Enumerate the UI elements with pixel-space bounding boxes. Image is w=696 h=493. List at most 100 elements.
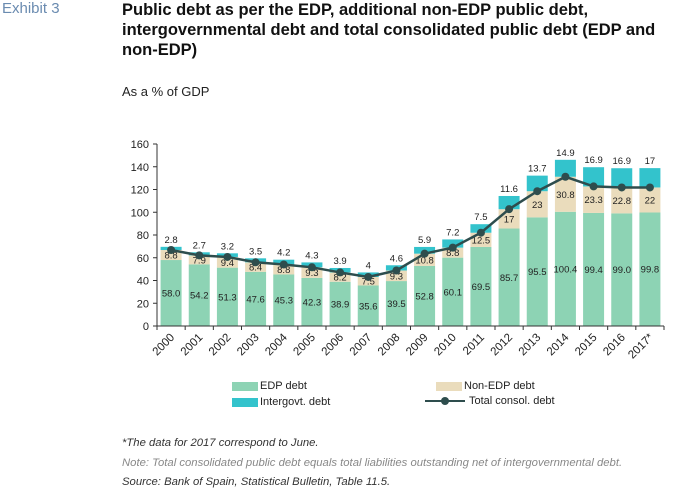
label-edp: 52.8 bbox=[415, 291, 434, 302]
chart-title: Public debt as per the EDP, additional n… bbox=[122, 1, 656, 59]
label-non-edp: 12.5 bbox=[472, 235, 491, 246]
bar-edp bbox=[160, 260, 182, 326]
label-non-edp: 23 bbox=[532, 200, 543, 211]
bar-edp bbox=[273, 274, 295, 326]
y-tick-label: 100 bbox=[131, 207, 149, 219]
label-edp: 69.5 bbox=[472, 282, 491, 293]
total-debt-point bbox=[505, 205, 514, 214]
total-debt-point bbox=[167, 246, 176, 255]
x-tick-label: 2007 bbox=[348, 332, 375, 359]
bar-non-edp bbox=[583, 186, 605, 213]
x-tick-label: 2015 bbox=[573, 332, 600, 359]
label-non-edp: 7.5 bbox=[362, 277, 375, 288]
label-non-edp: 8.8 bbox=[277, 265, 290, 276]
x-tick-label: 2009 bbox=[404, 332, 431, 359]
bar-edp bbox=[414, 265, 436, 326]
label-intergovt: 2.7 bbox=[193, 240, 206, 251]
x-tick-label: 2004 bbox=[263, 331, 290, 358]
y-tick-label: 120 bbox=[131, 185, 149, 197]
total-debt-line bbox=[170, 175, 650, 279]
label-intergovt: 3.9 bbox=[333, 256, 346, 267]
total-debt-point bbox=[476, 228, 485, 237]
label-non-edp: 30.8 bbox=[556, 190, 575, 201]
y-tick-label: 40 bbox=[137, 276, 149, 288]
bar-non-edp bbox=[216, 256, 238, 268]
label-non-edp: 8.8 bbox=[446, 248, 459, 259]
bar-edp bbox=[526, 217, 548, 326]
chart-subtitle: As a % of GDP bbox=[122, 84, 210, 99]
label-non-edp: 10.8 bbox=[415, 255, 434, 266]
total-debt-point bbox=[195, 251, 204, 260]
bar-intergovt bbox=[470, 224, 492, 233]
legend-intergovt-swatch bbox=[232, 397, 258, 407]
bar-edp bbox=[329, 281, 351, 326]
label-non-edp: 7.9 bbox=[193, 255, 206, 266]
bar-edp bbox=[216, 267, 238, 326]
legend-non-edp-label: Non-EDP debt bbox=[464, 380, 535, 392]
legend-edp-label: EDP debt bbox=[260, 380, 307, 392]
bar-non-edp bbox=[526, 191, 548, 218]
exhibit-label: Exhibit 3 bbox=[2, 0, 60, 17]
label-edp: 95.5 bbox=[528, 267, 547, 278]
label-intergovt: 2.8 bbox=[164, 235, 177, 246]
x-tick-label: 2011 bbox=[461, 332, 487, 358]
label-edp: 99.4 bbox=[584, 265, 603, 276]
bar-non-edp bbox=[273, 264, 295, 275]
label-intergovt: 4.6 bbox=[390, 253, 403, 264]
label-edp: 85.7 bbox=[500, 273, 519, 284]
label-edp: 47.6 bbox=[246, 294, 265, 305]
x-tick-label: 2013 bbox=[517, 332, 544, 359]
total-debt-point bbox=[223, 252, 232, 261]
x-tick-label: 2014 bbox=[545, 331, 572, 358]
legend-intergovt: Intergovt. debt bbox=[232, 396, 330, 408]
x-tick-label: 2017* bbox=[626, 331, 656, 361]
total-debt-point bbox=[336, 268, 345, 277]
x-tick-label: 2012 bbox=[489, 332, 516, 359]
label-intergovt: 4.3 bbox=[305, 250, 318, 261]
legend-non-edp-swatch bbox=[436, 381, 462, 391]
legend-edp-swatch bbox=[232, 381, 258, 391]
bar-non-edp bbox=[188, 255, 210, 265]
label-edp: 54.2 bbox=[190, 291, 209, 302]
legend-total-label: Total consol. debt bbox=[469, 395, 555, 407]
bar-non-edp bbox=[245, 262, 267, 272]
bar-edp bbox=[470, 246, 492, 326]
x-tick-label: 2002 bbox=[207, 332, 234, 359]
label-edp: 51.3 bbox=[218, 292, 237, 303]
bar-non-edp bbox=[301, 267, 323, 278]
total-debt-point bbox=[448, 243, 457, 252]
total-debt-point bbox=[279, 260, 288, 269]
x-tick-label: 2001 bbox=[179, 332, 206, 359]
label-edp: 42.3 bbox=[303, 297, 322, 308]
label-edp: 38.9 bbox=[331, 299, 350, 310]
label-intergovt: 4 bbox=[366, 260, 371, 271]
label-intergovt: 11.6 bbox=[500, 184, 518, 195]
bar-edp bbox=[611, 213, 633, 326]
bar-edp bbox=[301, 277, 323, 326]
legend-total-line-icon bbox=[425, 396, 465, 406]
bar-edp bbox=[188, 264, 210, 326]
y-tick-label: 20 bbox=[137, 298, 149, 310]
total-debt-point bbox=[617, 183, 626, 192]
label-intergovt: 16.9 bbox=[584, 155, 603, 166]
x-tick-label: 2016 bbox=[601, 332, 628, 359]
label-non-edp: 17 bbox=[504, 214, 515, 225]
bar-edp bbox=[357, 285, 379, 326]
label-non-edp: 8.4 bbox=[249, 263, 262, 274]
label-non-edp: 9.4 bbox=[221, 258, 234, 269]
bar-non-edp bbox=[442, 247, 464, 258]
label-edp: 99.0 bbox=[613, 265, 632, 276]
label-edp: 45.3 bbox=[275, 296, 294, 307]
total-debt-point bbox=[307, 263, 316, 272]
x-tick-label: 2008 bbox=[376, 332, 403, 359]
bar-intergovt bbox=[554, 159, 576, 177]
total-debt-point bbox=[392, 266, 401, 275]
label-edp: 58.0 bbox=[162, 289, 181, 300]
legend-total: Total consol. debt bbox=[425, 395, 555, 407]
label-intergovt: 5.9 bbox=[418, 235, 431, 246]
x-tick-label: 2010 bbox=[432, 332, 459, 359]
label-non-edp: 8.8 bbox=[164, 251, 177, 262]
bar-intergovt bbox=[583, 167, 605, 187]
bar-non-edp bbox=[385, 270, 407, 282]
